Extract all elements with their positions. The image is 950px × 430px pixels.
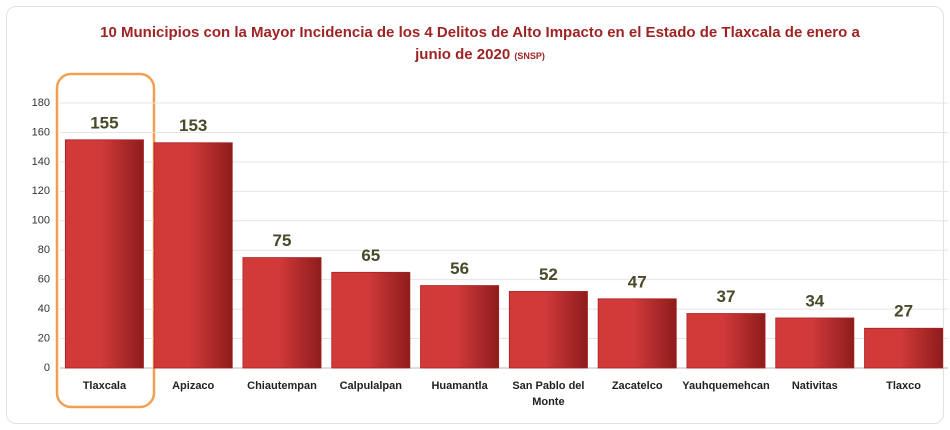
bar bbox=[64, 139, 144, 369]
y-tick-label: 40 bbox=[38, 303, 50, 315]
y-tick-label: 140 bbox=[32, 156, 50, 168]
x-tick-label: Tlaxcala bbox=[82, 380, 127, 392]
bar bbox=[686, 313, 766, 369]
y-tick-label: 60 bbox=[38, 274, 50, 286]
bar bbox=[508, 291, 588, 369]
bar bbox=[242, 257, 322, 369]
y-tick-label: 180 bbox=[32, 97, 50, 109]
x-tick-label: Tlaxco bbox=[886, 380, 922, 392]
x-tick-label: San Pablo del Monte bbox=[512, 380, 585, 408]
bar bbox=[331, 271, 411, 369]
x-tick-label: Nativitas bbox=[791, 380, 838, 392]
data-label: 153 bbox=[179, 116, 207, 135]
y-tick-label: 100 bbox=[32, 215, 50, 227]
bar bbox=[420, 285, 500, 369]
y-tick-label: 160 bbox=[32, 126, 50, 138]
y-tick-label: 80 bbox=[38, 244, 50, 256]
bar bbox=[864, 327, 944, 369]
x-tick-label: Huamantla bbox=[431, 380, 488, 392]
data-label: 65 bbox=[361, 246, 380, 265]
x-tick-label: Apizaco bbox=[172, 380, 215, 392]
y-tick-label: 120 bbox=[32, 185, 50, 197]
data-label: 47 bbox=[628, 272, 647, 291]
bar bbox=[775, 317, 855, 369]
x-tick-label: Yauhquemehcan bbox=[682, 380, 770, 392]
data-label: 155 bbox=[90, 113, 118, 132]
y-tick-label: 20 bbox=[38, 332, 50, 344]
chart-title-block: 10 Municipios con la Mayor Incidencia de… bbox=[90, 22, 870, 67]
data-label: 27 bbox=[894, 302, 913, 321]
data-label: 52 bbox=[539, 265, 558, 284]
chart-title: 10 Municipios con la Mayor Incidencia de… bbox=[100, 24, 860, 63]
chart-source: (SNSP) bbox=[514, 51, 545, 61]
data-label: 56 bbox=[450, 259, 469, 278]
x-tick-label: Calpulalpan bbox=[339, 380, 402, 392]
bar bbox=[153, 142, 233, 369]
data-label: 34 bbox=[805, 291, 824, 310]
x-tick-label: Zacatelco bbox=[611, 380, 663, 392]
y-tick-label: 0 bbox=[44, 362, 50, 374]
bar bbox=[597, 298, 677, 369]
data-label: 75 bbox=[273, 231, 292, 250]
data-label: 37 bbox=[717, 287, 736, 306]
x-tick-label: Chiautempan bbox=[247, 380, 317, 392]
